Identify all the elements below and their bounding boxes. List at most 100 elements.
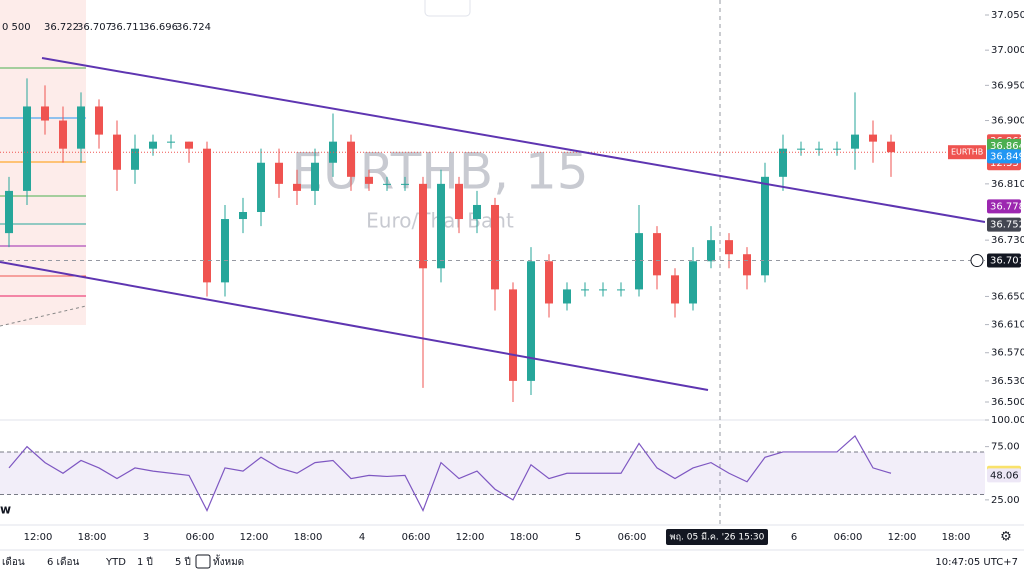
candle-body	[419, 183, 427, 269]
x-tick-label: 18:00	[78, 532, 107, 543]
crosshair-label: 36.701	[990, 256, 1024, 267]
x-tick-label: 6	[791, 532, 797, 543]
range-button[interactable]: ทั้งหมด	[213, 554, 244, 568]
candle-body	[77, 106, 85, 149]
legend-value: 36.722	[44, 22, 79, 33]
candle-body	[707, 240, 715, 262]
candle-body	[221, 219, 229, 283]
candle-body	[833, 148, 841, 150]
rsi-line	[8, 435, 892, 513]
x-tick-label: 12:00	[240, 532, 269, 543]
candle-body	[5, 190, 13, 234]
trend-line[interactable]	[0, 261, 709, 391]
price-tag-label: 36.752	[990, 220, 1024, 231]
price-tag	[987, 138, 1021, 153]
candle-body	[473, 204, 481, 220]
price-tag-label: 36.864	[990, 141, 1024, 152]
price-tag-label: 36.778	[990, 201, 1024, 212]
candle-body	[491, 204, 499, 290]
range-button[interactable]: YTD	[105, 557, 126, 568]
settings-icon[interactable]: ⚙	[1000, 530, 1012, 545]
candle-body	[185, 141, 193, 149]
candle-body	[293, 183, 301, 191]
clock: 10:47:05 UTC+7	[935, 557, 1018, 568]
candle-body	[239, 212, 247, 220]
range-button[interactable]: 1 ปี	[137, 556, 153, 568]
range-button[interactable]: 5 ปี	[175, 556, 191, 568]
rsi-band	[0, 451, 985, 495]
candle-body	[779, 148, 787, 177]
legend-value: 36.696	[143, 22, 178, 33]
x-tick-label: 18:00	[510, 532, 539, 543]
range-button[interactable]: 6 เดือน	[47, 556, 79, 568]
x-tick-label: 4	[359, 532, 365, 543]
pane-marker: w	[0, 503, 11, 517]
candle-body	[653, 233, 661, 276]
candle-body	[95, 106, 103, 135]
drawing-tool-button[interactable]	[424, 0, 471, 17]
x-tick-label: 3	[143, 532, 149, 543]
candle-body	[887, 141, 895, 153]
candle-body	[275, 162, 283, 184]
y-tick-label: 36.650	[991, 291, 1024, 302]
candle-body	[617, 289, 625, 291]
candle-body	[689, 261, 697, 304]
candle-body	[563, 289, 571, 304]
candle-body	[383, 183, 391, 185]
candle-body	[815, 148, 823, 150]
candle-body	[851, 134, 859, 149]
y-tick-label: 36.570	[991, 348, 1024, 359]
rsi-tick-label: 100.00	[991, 415, 1024, 426]
trend-line[interactable]	[41, 57, 986, 223]
candle-body	[365, 176, 373, 184]
crosshair-time: พฤ. 05 มี.ค. '26 15:30	[670, 532, 765, 543]
candle-body	[635, 233, 643, 290]
candle-body	[869, 134, 877, 142]
candle-body	[455, 183, 463, 220]
y-tick-label: 36.950	[991, 80, 1024, 91]
x-tick-label: 06:00	[186, 532, 215, 543]
range-button[interactable]: เดือน	[2, 556, 25, 568]
candle-body	[743, 254, 751, 276]
y-tick-label: 36.610	[991, 320, 1024, 331]
x-tick-label: 12:00	[24, 532, 53, 543]
candle-body	[509, 289, 517, 381]
candle-body	[23, 106, 31, 191]
y-tick-label: 37.000	[991, 45, 1024, 56]
symbol-tag	[948, 145, 986, 160]
rsi-tag-label: 48.06	[990, 470, 1019, 481]
candle-body	[527, 261, 535, 381]
candle-body	[581, 289, 589, 291]
candle-body	[761, 176, 769, 276]
crosshair-add[interactable]	[970, 254, 984, 268]
legend-value: 36.724	[176, 22, 211, 33]
candle-body	[167, 141, 175, 143]
price-tag	[987, 149, 1021, 164]
candle-body	[401, 183, 409, 185]
candle-body	[437, 183, 445, 269]
price-tag	[987, 199, 1021, 214]
candle-body	[149, 141, 157, 149]
x-tick-label: 12:00	[888, 532, 917, 543]
x-tick-label: 06:00	[618, 532, 647, 543]
price-tag-label: 36.849	[990, 151, 1024, 162]
candle-body	[59, 120, 67, 149]
candle-body	[347, 141, 355, 177]
x-tick-label: 18:00	[942, 532, 971, 543]
crosshair-tag	[987, 253, 1021, 268]
rsi-tag	[987, 468, 1021, 483]
calendar-icon[interactable]	[195, 554, 211, 569]
legend-value: 36.707	[77, 22, 112, 33]
x-tick-label: 06:00	[834, 532, 863, 543]
legend-prefix: 0 500	[2, 22, 31, 33]
candle-body	[599, 289, 607, 291]
y-tick-label: 37.050	[991, 10, 1024, 21]
candle-body	[545, 261, 553, 304]
legend-value: 36.711	[110, 22, 145, 33]
price-tag	[987, 217, 1021, 232]
rsi-tick-label: 75.00	[991, 442, 1020, 453]
candle-body	[671, 275, 679, 304]
y-tick-label: 36.900	[991, 116, 1024, 127]
candle-body	[725, 240, 733, 255]
